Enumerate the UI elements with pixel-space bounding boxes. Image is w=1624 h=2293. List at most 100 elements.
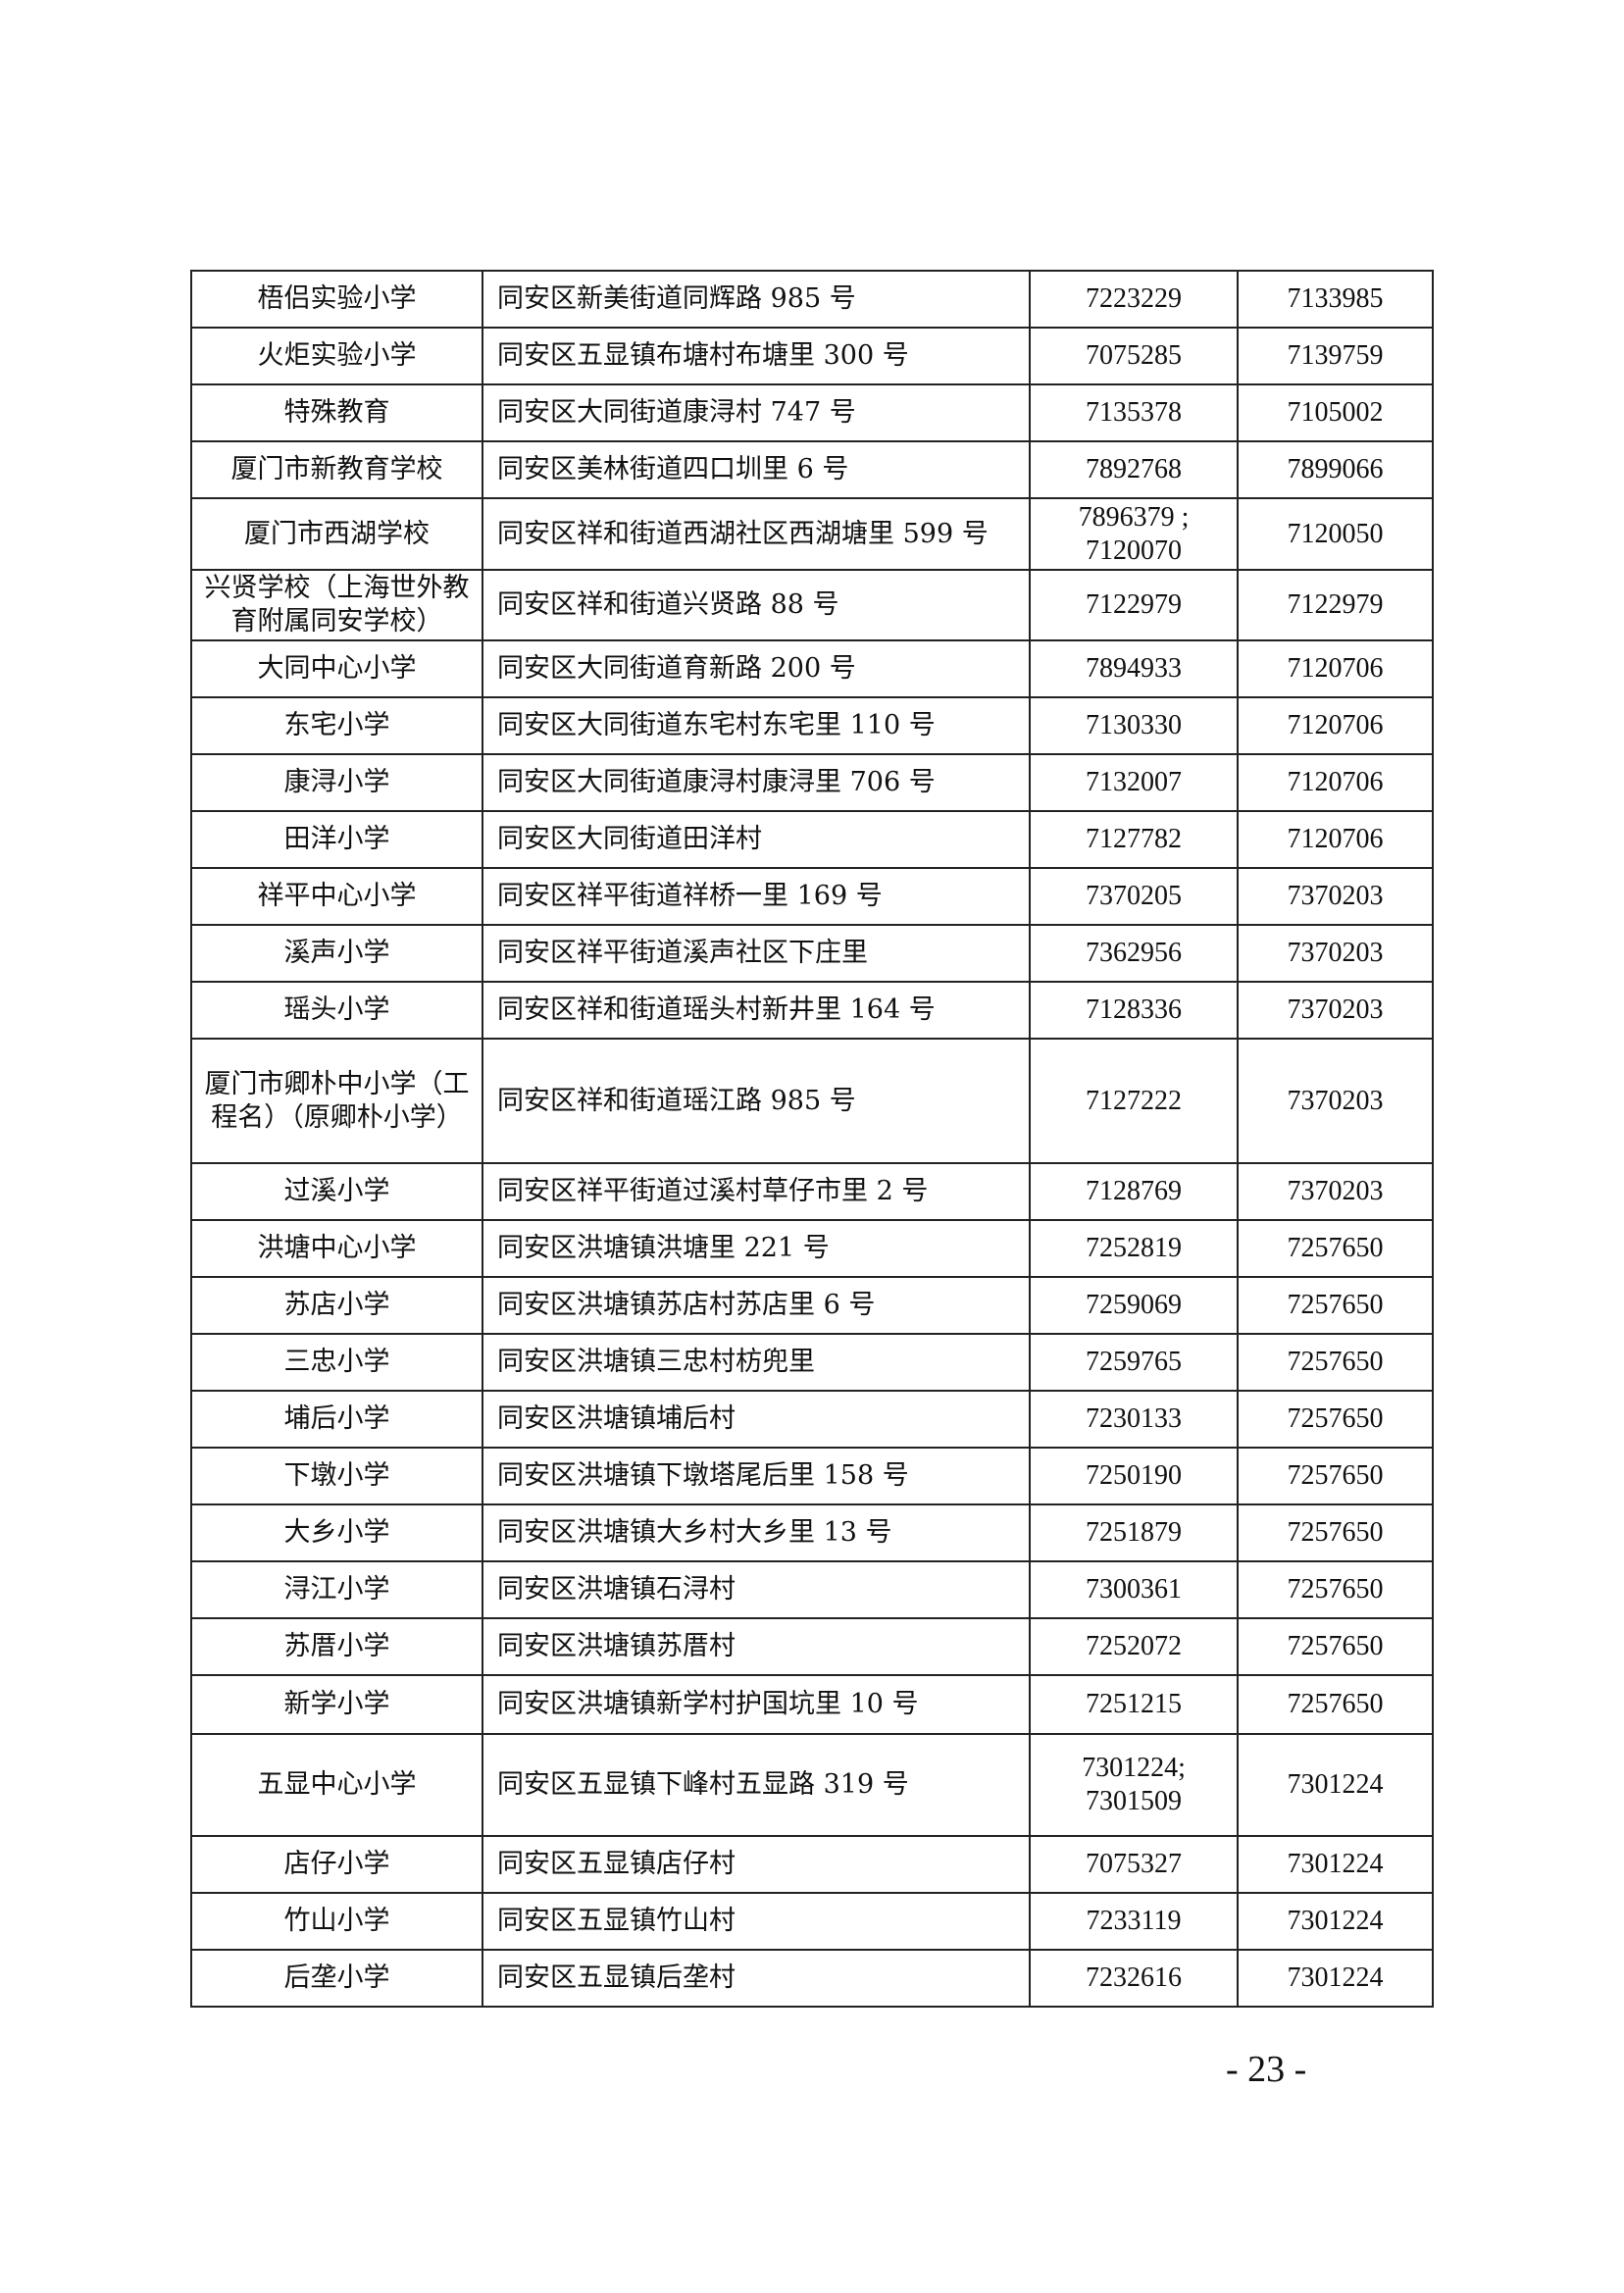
address-cell: 同安区洪塘镇苏厝村	[482, 1617, 1031, 1676]
table-row: 火炬实验小学 同安区五显镇布塘村布塘里 300 号 7075285 7139759	[190, 327, 1434, 385]
address-cell: 同安区五显镇下峰村五显路 319 号	[482, 1733, 1031, 1837]
fax-cell: 7370203	[1237, 981, 1434, 1040]
phone-cell: 7259765	[1029, 1333, 1239, 1392]
fax-cell: 7301224	[1237, 1835, 1434, 1894]
school-name-cell: 五显中心小学	[190, 1733, 483, 1837]
fax-cell: 7301224	[1237, 1892, 1434, 1951]
address-cell: 同安区五显镇布塘村布塘里 300 号	[482, 327, 1031, 385]
phone-cell: 7301224; 7301509	[1029, 1733, 1239, 1837]
school-name-cell: 溪声小学	[190, 924, 483, 983]
address-cell: 同安区洪塘镇苏店村苏店里 6 号	[482, 1276, 1031, 1335]
phone-cell: 7251215	[1029, 1674, 1239, 1735]
school-name-cell: 店仔小学	[190, 1835, 483, 1894]
school-name-cell: 东宅小学	[190, 696, 483, 755]
table-row: 后垄小学 同安区五显镇后垄村 7232616 7301224	[190, 1949, 1434, 2008]
table-row: 店仔小学 同安区五显镇店仔村 7075327 7301224	[190, 1835, 1434, 1894]
table-row: 浔江小学 同安区洪塘镇石浔村 7300361 7257650	[190, 1560, 1434, 1619]
address-cell: 同安区五显镇后垄村	[482, 1949, 1031, 2008]
table-row: 梧侣实验小学 同安区新美街道同辉路 985 号 7223229 7133985	[190, 270, 1434, 329]
school-name-cell: 浔江小学	[190, 1560, 483, 1619]
table-row: 厦门市新教育学校 同安区美林街道四口圳里 6 号 7892768 7899066	[190, 440, 1434, 499]
fax-cell: 7257650	[1237, 1674, 1434, 1735]
fax-cell: 7257650	[1237, 1390, 1434, 1449]
school-name-cell: 新学小学	[190, 1674, 483, 1735]
school-name-cell: 三忠小学	[190, 1333, 483, 1392]
school-name-cell: 祥平中心小学	[190, 867, 483, 926]
address-cell: 同安区洪塘镇石浔村	[482, 1560, 1031, 1619]
table-row: 大同中心小学 同安区大同街道育新路 200 号 7894933 7120706	[190, 639, 1434, 698]
phone-cell: 7075327	[1029, 1835, 1239, 1894]
table-row: 瑶头小学 同安区祥和街道瑶头村新井里 164 号 7128336 7370203	[190, 981, 1434, 1040]
fax-cell: 7370203	[1237, 1162, 1434, 1221]
phone-cell: 7362956	[1029, 924, 1239, 983]
table-row: 东宅小学 同安区大同街道东宅村东宅里 110 号 7130330 7120706	[190, 696, 1434, 755]
phone-cell: 7250190	[1029, 1447, 1239, 1505]
phone-cell: 7251879	[1029, 1503, 1239, 1562]
phone-cell: 7132007	[1029, 753, 1239, 812]
table-row: 康浔小学 同安区大同街道康浔村康浔里 706 号 7132007 7120706	[190, 753, 1434, 812]
phone-cell: 7259069	[1029, 1276, 1239, 1335]
fax-cell: 7301224	[1237, 1949, 1434, 2008]
phone-cell: 7128769	[1029, 1162, 1239, 1221]
school-name-cell: 康浔小学	[190, 753, 483, 812]
address-cell: 同安区五显镇竹山村	[482, 1892, 1031, 1951]
phone-cell: 7127782	[1029, 810, 1239, 869]
phone-cell: 7232616	[1029, 1949, 1239, 2008]
address-cell: 同安区美林街道四口圳里 6 号	[482, 440, 1031, 499]
school-contact-table: 梧侣实验小学 同安区新美街道同辉路 985 号 7223229 7133985 火炬实验…	[190, 270, 1434, 2008]
table-row: 过溪小学 同安区祥平街道过溪村草仔市里 2 号 7128769 7370203	[190, 1162, 1434, 1221]
school-name-cell: 过溪小学	[190, 1162, 483, 1221]
fax-cell: 7120706	[1237, 753, 1434, 812]
fax-cell: 7257650	[1237, 1503, 1434, 1562]
fax-cell: 7301224	[1237, 1733, 1434, 1837]
table-row: 新学小学 同安区洪塘镇新学村护国坑里 10 号 7251215 7257650	[190, 1674, 1434, 1735]
school-name-cell: 大乡小学	[190, 1503, 483, 1562]
address-cell: 同安区洪塘镇埔后村	[482, 1390, 1031, 1449]
phone-cell: 7230133	[1029, 1390, 1239, 1449]
phone-cell: 7128336	[1029, 981, 1239, 1040]
phone-cell: 7252819	[1029, 1219, 1239, 1278]
phone-cell: 7370205	[1029, 867, 1239, 926]
fax-cell: 7120050	[1237, 497, 1434, 571]
address-cell: 同安区祥和街道兴贤路 88 号	[482, 569, 1031, 641]
address-cell: 同安区洪塘镇下墩塔尾后里 158 号	[482, 1447, 1031, 1505]
fax-cell: 7257650	[1237, 1333, 1434, 1392]
school-name-cell: 埔后小学	[190, 1390, 483, 1449]
address-cell: 同安区洪塘镇洪塘里 221 号	[482, 1219, 1031, 1278]
fax-cell: 7120706	[1237, 696, 1434, 755]
school-name-cell: 特殊教育	[190, 383, 483, 442]
phone-cell: 7130330	[1029, 696, 1239, 755]
address-cell: 同安区大同街道田洋村	[482, 810, 1031, 869]
fax-cell: 7257650	[1237, 1219, 1434, 1278]
fax-cell: 7370203	[1237, 924, 1434, 983]
phone-cell: 7896379 ; 7120070	[1029, 497, 1239, 571]
phone-cell: 7300361	[1029, 1560, 1239, 1619]
school-name-cell: 厦门市卿朴中小学（工程名）（原卿朴小学）	[190, 1038, 483, 1164]
fax-cell: 7105002	[1237, 383, 1434, 442]
table-row: 洪塘中心小学 同安区洪塘镇洪塘里 221 号 7252819 7257650	[190, 1219, 1434, 1278]
table-row: 苏店小学 同安区洪塘镇苏店村苏店里 6 号 7259069 7257650	[190, 1276, 1434, 1335]
school-name-cell: 厦门市新教育学校	[190, 440, 483, 499]
school-name-cell: 火炬实验小学	[190, 327, 483, 385]
address-cell: 同安区祥平街道溪声社区下庄里	[482, 924, 1031, 983]
address-cell: 同安区大同街道东宅村东宅里 110 号	[482, 696, 1031, 755]
table-row: 埔后小学 同安区洪塘镇埔后村 7230133 7257650	[190, 1390, 1434, 1449]
school-name-cell: 厦门市西湖学校	[190, 497, 483, 571]
phone-cell: 7075285	[1029, 327, 1239, 385]
phone-cell: 7135378	[1029, 383, 1239, 442]
table-row: 大乡小学 同安区洪塘镇大乡村大乡里 13 号 7251879 7257650	[190, 1503, 1434, 1562]
fax-cell: 7139759	[1237, 327, 1434, 385]
school-name-cell: 瑶头小学	[190, 981, 483, 1040]
school-name-cell: 梧侣实验小学	[190, 270, 483, 329]
address-cell: 同安区洪塘镇三忠村枋兜里	[482, 1333, 1031, 1392]
fax-cell: 7257650	[1237, 1276, 1434, 1335]
address-cell: 同安区大同街道康浔村康浔里 706 号	[482, 753, 1031, 812]
fax-cell: 7122979	[1237, 569, 1434, 641]
fax-cell: 7899066	[1237, 440, 1434, 499]
fax-cell: 7370203	[1237, 867, 1434, 926]
address-cell: 同安区祥平街道祥桥一里 169 号	[482, 867, 1031, 926]
table-row: 竹山小学 同安区五显镇竹山村 7233119 7301224	[190, 1892, 1434, 1951]
school-name-cell: 苏店小学	[190, 1276, 483, 1335]
fax-cell: 7257650	[1237, 1617, 1434, 1676]
table-row: 祥平中心小学 同安区祥平街道祥桥一里 169 号 7370205 7370203	[190, 867, 1434, 926]
